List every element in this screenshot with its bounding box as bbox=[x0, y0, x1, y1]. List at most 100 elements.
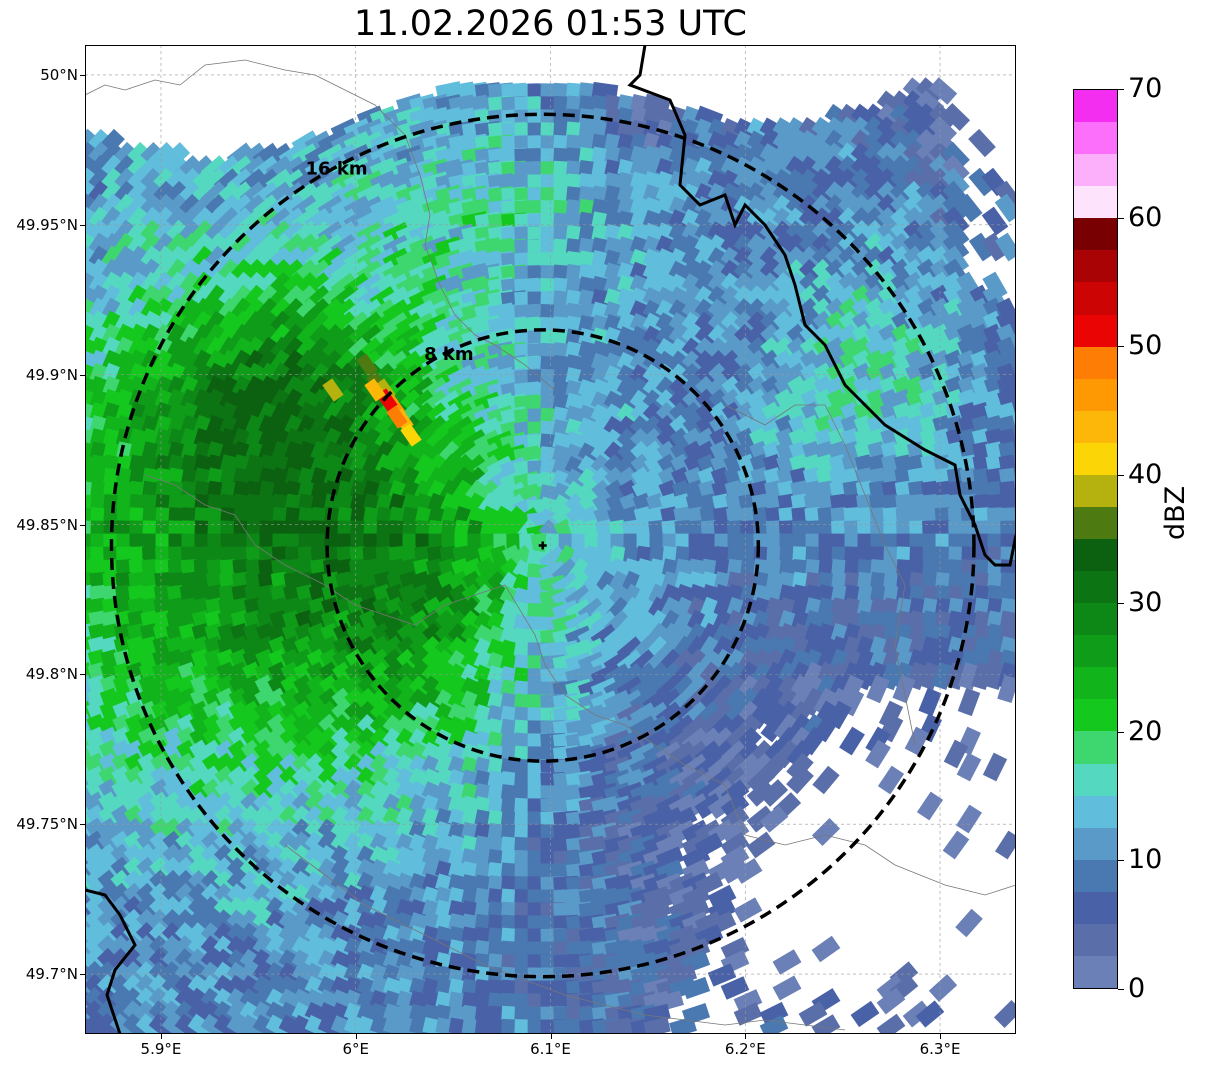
echo-cell bbox=[386, 405, 408, 429]
colorbar-segment bbox=[1074, 634, 1117, 668]
echo-cell bbox=[786, 752, 814, 782]
echo-cell bbox=[876, 1013, 906, 1034]
echo-cell bbox=[812, 765, 840, 795]
echo-cell bbox=[720, 832, 750, 858]
echo-cell bbox=[85, 232, 99, 262]
echo-cell bbox=[876, 974, 906, 1002]
echo-cell bbox=[538, 560, 568, 584]
echo-cell bbox=[942, 206, 970, 236]
echo-cell bbox=[955, 908, 983, 938]
colorbar-segment bbox=[1074, 827, 1117, 860]
colorbar-segment bbox=[1074, 249, 1117, 283]
echo-cell bbox=[760, 700, 788, 730]
echo-cell bbox=[982, 752, 1008, 782]
colorbar-tick-label: 0 bbox=[1128, 973, 1146, 1004]
colorbar-tick-mark bbox=[1118, 860, 1124, 862]
colorbar-segment bbox=[1074, 730, 1117, 764]
lon-tick-mark bbox=[550, 1034, 552, 1039]
colorbar-segment bbox=[1074, 955, 1117, 988]
colorbar-tick-mark bbox=[1118, 217, 1124, 219]
echo-cell bbox=[811, 818, 841, 846]
colorbar-segment bbox=[1074, 121, 1117, 155]
lon-tick-label: 5.9°E bbox=[140, 1040, 182, 1058]
echo-cell bbox=[904, 726, 930, 756]
echo-cell bbox=[811, 935, 841, 963]
colorbar-segment bbox=[1074, 185, 1117, 219]
echo-cell bbox=[746, 779, 776, 807]
echo-cell bbox=[918, 687, 942, 717]
echo-cell bbox=[981, 232, 1009, 262]
lat-tick-mark bbox=[80, 74, 85, 76]
lon-tick-label: 6.2°E bbox=[724, 1040, 766, 1058]
echo-cell bbox=[85, 284, 98, 314]
echo-cell bbox=[746, 831, 776, 859]
lon-tick-label: 6.3°E bbox=[919, 1040, 961, 1058]
echo-cell bbox=[720, 936, 750, 962]
region-boundary-1 bbox=[85, 59, 556, 391]
lon-tick-mark bbox=[940, 1034, 942, 1039]
echo-cell bbox=[733, 989, 763, 1013]
region-boundary-3 bbox=[724, 404, 916, 746]
radar-reflectivity-layer: 8 km 16 km bbox=[85, 45, 1016, 1034]
echo-cell bbox=[968, 232, 996, 262]
echo-cell bbox=[746, 805, 776, 833]
echo-cell bbox=[400, 423, 422, 447]
range-ring-label: 16 km bbox=[306, 159, 368, 180]
echo-cell bbox=[85, 271, 98, 301]
lat-tick-mark bbox=[80, 224, 85, 226]
echo-cell bbox=[997, 674, 1016, 704]
echo-cell bbox=[85, 349, 97, 379]
lat-tick-label: 49.8°N bbox=[25, 665, 78, 684]
echo-cell bbox=[995, 830, 1016, 860]
echo-cell bbox=[942, 219, 970, 249]
echo-cell bbox=[943, 739, 969, 769]
echo-cell bbox=[928, 116, 958, 144]
echo-cell bbox=[85, 245, 98, 275]
echo-cell bbox=[85, 206, 99, 236]
colorbar-segment bbox=[1074, 90, 1117, 123]
range-ring-label: 8 km bbox=[424, 344, 474, 365]
echo-cell bbox=[994, 193, 1016, 223]
echo-cell bbox=[915, 1000, 945, 1028]
echo-cell bbox=[956, 752, 982, 782]
lat-tick-label: 49.95°N bbox=[16, 215, 78, 234]
colorbar-tick-label: 10 bbox=[1128, 844, 1163, 876]
colorbar-segment bbox=[1074, 666, 1117, 700]
radar-map[interactable]: 8 km 16 km bbox=[85, 45, 1016, 1034]
echo-cell bbox=[876, 987, 906, 1015]
echo-cell bbox=[85, 310, 98, 340]
echo-cell bbox=[720, 818, 750, 846]
echo-cell bbox=[994, 180, 1016, 210]
echo-cell bbox=[786, 765, 814, 795]
colorbar-segment bbox=[1074, 346, 1117, 379]
colorbar-segment bbox=[1074, 474, 1117, 507]
national-border-southwest bbox=[85, 888, 137, 1034]
colorbar-segment bbox=[1074, 410, 1117, 443]
colorbar-unit-label: dBZ bbox=[1160, 485, 1191, 540]
echo-cell bbox=[942, 167, 970, 197]
echo-cell bbox=[760, 713, 788, 743]
lat-tick-mark bbox=[80, 674, 85, 676]
lon-tick-mark bbox=[355, 1034, 357, 1039]
colorbar-tick-mark bbox=[1118, 346, 1124, 348]
echo-cell bbox=[85, 297, 98, 327]
echo-cell bbox=[733, 858, 763, 884]
echo-cell bbox=[942, 830, 970, 860]
echo-cell bbox=[995, 232, 1016, 262]
echo-cell bbox=[928, 103, 958, 131]
range-rings: 8 km 16 km bbox=[109, 112, 976, 979]
colorbar-segment bbox=[1074, 570, 1117, 604]
map-title: 11.02.2026 01:53 UTC bbox=[354, 4, 747, 44]
echo-cell bbox=[707, 963, 737, 987]
lon-tick-label: 6.1°E bbox=[530, 1040, 571, 1058]
colorbar-segment bbox=[1074, 698, 1117, 732]
echo-cell bbox=[720, 976, 750, 1000]
lon-tick-mark bbox=[160, 1034, 162, 1039]
echo-cell bbox=[356, 353, 378, 377]
echo-cell bbox=[902, 1000, 932, 1028]
colorbar-segment bbox=[1074, 442, 1117, 475]
lat-tick-label: 49.7°N bbox=[25, 965, 78, 984]
colorbar-segment bbox=[1074, 506, 1117, 539]
colorbar-tick-mark bbox=[1118, 989, 1124, 990]
echo-cell bbox=[942, 141, 970, 171]
